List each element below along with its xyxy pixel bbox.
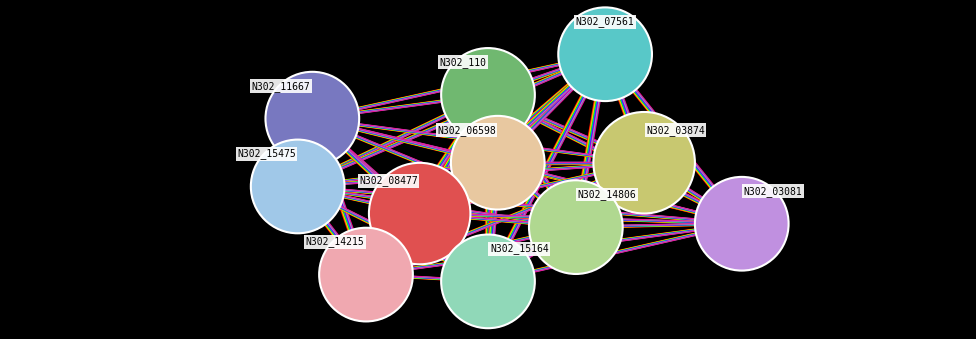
Text: N302_15475: N302_15475 bbox=[237, 148, 296, 159]
Text: N302_15164: N302_15164 bbox=[490, 243, 549, 254]
Ellipse shape bbox=[319, 228, 413, 321]
Ellipse shape bbox=[251, 140, 345, 233]
Ellipse shape bbox=[695, 177, 789, 271]
Ellipse shape bbox=[593, 112, 695, 214]
Ellipse shape bbox=[558, 7, 652, 101]
Text: N302_11667: N302_11667 bbox=[252, 81, 310, 92]
Text: N302_06598: N302_06598 bbox=[437, 125, 496, 136]
Text: N302_03874: N302_03874 bbox=[646, 125, 705, 136]
Ellipse shape bbox=[529, 180, 623, 274]
Text: N302_14215: N302_14215 bbox=[305, 237, 364, 247]
Text: N302_110: N302_110 bbox=[439, 57, 486, 68]
Ellipse shape bbox=[265, 72, 359, 165]
Ellipse shape bbox=[451, 116, 545, 210]
Text: N302_08477: N302_08477 bbox=[359, 176, 418, 186]
Text: N302_14806: N302_14806 bbox=[578, 189, 636, 200]
Text: N302_07561: N302_07561 bbox=[576, 16, 634, 27]
Text: N302_03081: N302_03081 bbox=[744, 186, 802, 197]
Ellipse shape bbox=[441, 235, 535, 328]
Ellipse shape bbox=[441, 48, 535, 142]
Ellipse shape bbox=[369, 163, 470, 264]
